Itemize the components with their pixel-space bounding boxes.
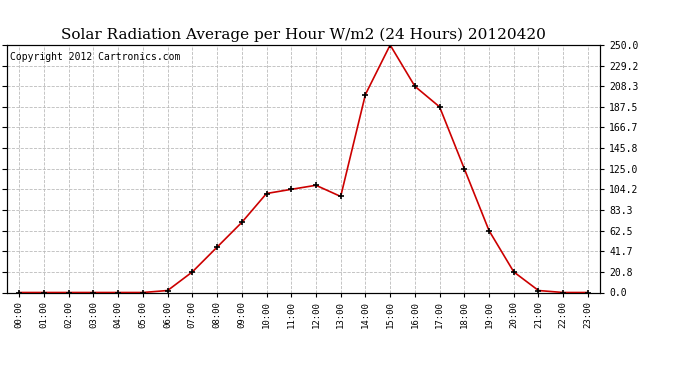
Text: Copyright 2012 Cartronics.com: Copyright 2012 Cartronics.com	[10, 53, 180, 62]
Title: Solar Radiation Average per Hour W/m2 (24 Hours) 20120420: Solar Radiation Average per Hour W/m2 (2…	[61, 28, 546, 42]
